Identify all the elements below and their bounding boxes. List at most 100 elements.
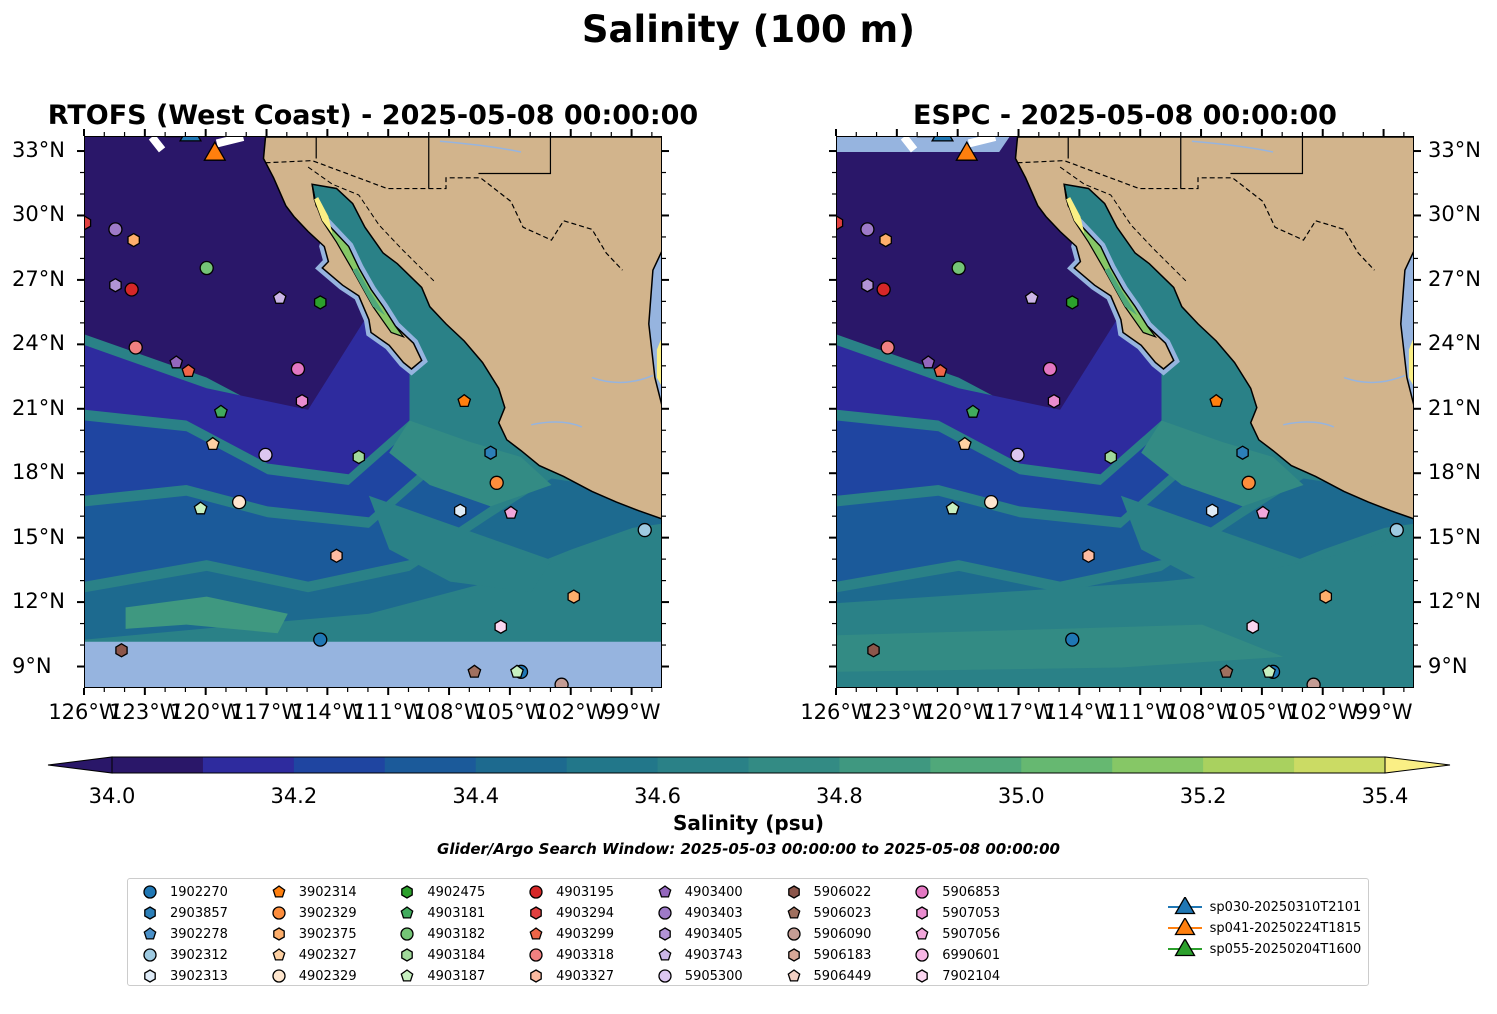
float-marker-3902375b[interactable] bbox=[567, 589, 581, 604]
float-marker-4903187[interactable] bbox=[945, 501, 960, 515]
float-marker-4903400[interactable] bbox=[169, 355, 184, 369]
circle-marker-icon bbox=[400, 927, 415, 941]
legend-label: 4903403 bbox=[684, 905, 743, 921]
float-marker-5906022[interactable] bbox=[867, 643, 880, 658]
float-marker-4903743[interactable] bbox=[1024, 290, 1039, 304]
legend-label: 3902313 bbox=[170, 968, 228, 984]
axis-ticks bbox=[77, 129, 1421, 695]
legend-entry: 4902327 bbox=[267, 945, 357, 965]
float-marker-3902313[interactable] bbox=[1205, 503, 1219, 518]
float-marker-7902104[interactable] bbox=[494, 619, 508, 634]
glider-marker-sp030-20250310T2101[interactable] bbox=[178, 137, 203, 142]
float-marker-4903318[interactable] bbox=[880, 340, 895, 355]
float-marker-5906090[interactable] bbox=[1306, 677, 1321, 688]
legend-entry: 3902312 bbox=[138, 945, 228, 965]
float-marker-5906853[interactable] bbox=[1042, 361, 1058, 377]
float-marker-4903403[interactable] bbox=[860, 222, 875, 237]
float-marker-4903318[interactable] bbox=[128, 340, 143, 355]
glider-marker-sp030-20250310T2101[interactable] bbox=[930, 137, 955, 142]
float-marker-5906853[interactable] bbox=[290, 361, 306, 377]
float-marker-5906022[interactable] bbox=[115, 643, 128, 658]
legend-label: 4903299 bbox=[556, 926, 614, 942]
float-marker-5907053[interactable] bbox=[295, 393, 309, 409]
float-marker-4903403[interactable] bbox=[108, 222, 123, 237]
float-marker-4903405[interactable] bbox=[109, 277, 122, 293]
float-marker-5907056[interactable] bbox=[503, 505, 518, 519]
float-marker-4902475[interactable] bbox=[313, 295, 327, 310]
float-marker-3902375b[interactable] bbox=[1319, 589, 1333, 604]
lat-label-left: 21°N bbox=[12, 395, 65, 420]
circle-marker-icon bbox=[915, 885, 929, 899]
float-marker-3902314[interactable] bbox=[1209, 393, 1224, 408]
float-marker-4903327[interactable] bbox=[1082, 548, 1095, 564]
float-marker-4902329[interactable] bbox=[231, 494, 247, 510]
legend-label: 3902278 bbox=[170, 926, 228, 942]
float-marker-4903299[interactable] bbox=[933, 363, 948, 378]
map-panel-rtofs[interactable] bbox=[84, 136, 662, 688]
glider-marker-sp041-20250224T1815[interactable] bbox=[955, 140, 979, 161]
float-marker-3902313[interactable] bbox=[453, 503, 467, 518]
float-marker-4903187[interactable] bbox=[193, 501, 208, 515]
float-marker-3902312[interactable] bbox=[637, 522, 652, 538]
float-marker-5906090[interactable] bbox=[554, 677, 569, 688]
float-marker-1902270b[interactable] bbox=[1065, 632, 1080, 647]
float-marker-3902312[interactable] bbox=[1389, 522, 1404, 538]
float-marker-3902329[interactable] bbox=[489, 475, 504, 490]
float-marker-3902375[interactable] bbox=[127, 232, 140, 248]
lat-label-right: 33°N bbox=[1428, 138, 1481, 163]
float-marker-4903294[interactable] bbox=[837, 215, 844, 231]
legend-entry: 5906023 bbox=[782, 903, 871, 923]
float-marker-4903184[interactable] bbox=[352, 449, 366, 465]
float-marker-4903181[interactable] bbox=[213, 404, 228, 418]
float-marker-5906023[interactable] bbox=[467, 664, 482, 678]
lat-label-right: 12°N bbox=[1428, 589, 1481, 614]
float-marker-2903857[interactable] bbox=[1236, 445, 1249, 460]
pentagon-marker-icon bbox=[400, 906, 414, 919]
float-marker-4903182[interactable] bbox=[951, 260, 966, 276]
float-marker-3902375[interactable] bbox=[879, 232, 892, 248]
float-marker-4902475[interactable] bbox=[1065, 295, 1079, 310]
glider-marker-sp041-20250224T1815[interactable] bbox=[203, 140, 227, 161]
float-marker-4902329[interactable] bbox=[983, 494, 999, 510]
float-marker-4902327[interactable] bbox=[957, 436, 972, 451]
lat-label-right: 9°N bbox=[1428, 653, 1468, 678]
float-marker-4903184[interactable] bbox=[1104, 449, 1118, 465]
colorbar-tick-label: 35.0 bbox=[997, 784, 1045, 808]
float-marker-4903294[interactable] bbox=[85, 215, 92, 231]
float-marker-5905300[interactable] bbox=[1010, 447, 1025, 463]
float-marker-5907053[interactable] bbox=[1047, 393, 1061, 409]
float-marker-4903187b[interactable] bbox=[510, 664, 524, 678]
triangle-marker-icon bbox=[1167, 918, 1202, 936]
lon-label-left: 120°W bbox=[169, 700, 242, 724]
float-marker-4903743[interactable] bbox=[272, 290, 287, 304]
map-espc bbox=[837, 137, 1413, 688]
legend-label: 7902104 bbox=[942, 968, 1001, 984]
float-marker-1902270b[interactable] bbox=[313, 632, 328, 647]
float-marker-4902327[interactable] bbox=[205, 436, 220, 451]
legend-entry: 5906853 bbox=[910, 882, 1000, 902]
pentagon-marker-icon bbox=[272, 885, 286, 898]
map-panel-espc[interactable] bbox=[836, 136, 1414, 688]
float-marker-4903405[interactable] bbox=[861, 277, 874, 293]
legend-label: 5906183 bbox=[813, 947, 872, 963]
float-marker-2903857[interactable] bbox=[484, 445, 497, 460]
float-marker-3902314[interactable] bbox=[457, 393, 472, 408]
lat-label-left: 27°N bbox=[12, 266, 65, 291]
float-marker-4903182[interactable] bbox=[199, 260, 214, 276]
float-marker-4903327[interactable] bbox=[330, 548, 343, 564]
float-marker-4903187b[interactable] bbox=[1262, 664, 1276, 678]
float-marker-5905300[interactable] bbox=[258, 447, 273, 463]
float-marker-4903299[interactable] bbox=[181, 363, 196, 378]
float-marker-4903195[interactable] bbox=[124, 282, 139, 297]
pentagon-marker-icon bbox=[143, 927, 157, 940]
colorbar-tick-label: 34.4 bbox=[452, 784, 500, 808]
float-marker-4903181[interactable] bbox=[965, 404, 980, 418]
colorbar-tick-label: 34.2 bbox=[270, 784, 318, 808]
float-marker-4903400[interactable] bbox=[921, 355, 936, 369]
float-marker-4903195[interactable] bbox=[876, 282, 891, 297]
legend-label: sp055-20250204T1600 bbox=[1209, 941, 1362, 957]
float-marker-7902104[interactable] bbox=[1246, 619, 1260, 634]
float-marker-5907056[interactable] bbox=[1255, 505, 1270, 519]
float-marker-3902329[interactable] bbox=[1241, 475, 1256, 490]
float-marker-5906023[interactable] bbox=[1219, 664, 1234, 678]
